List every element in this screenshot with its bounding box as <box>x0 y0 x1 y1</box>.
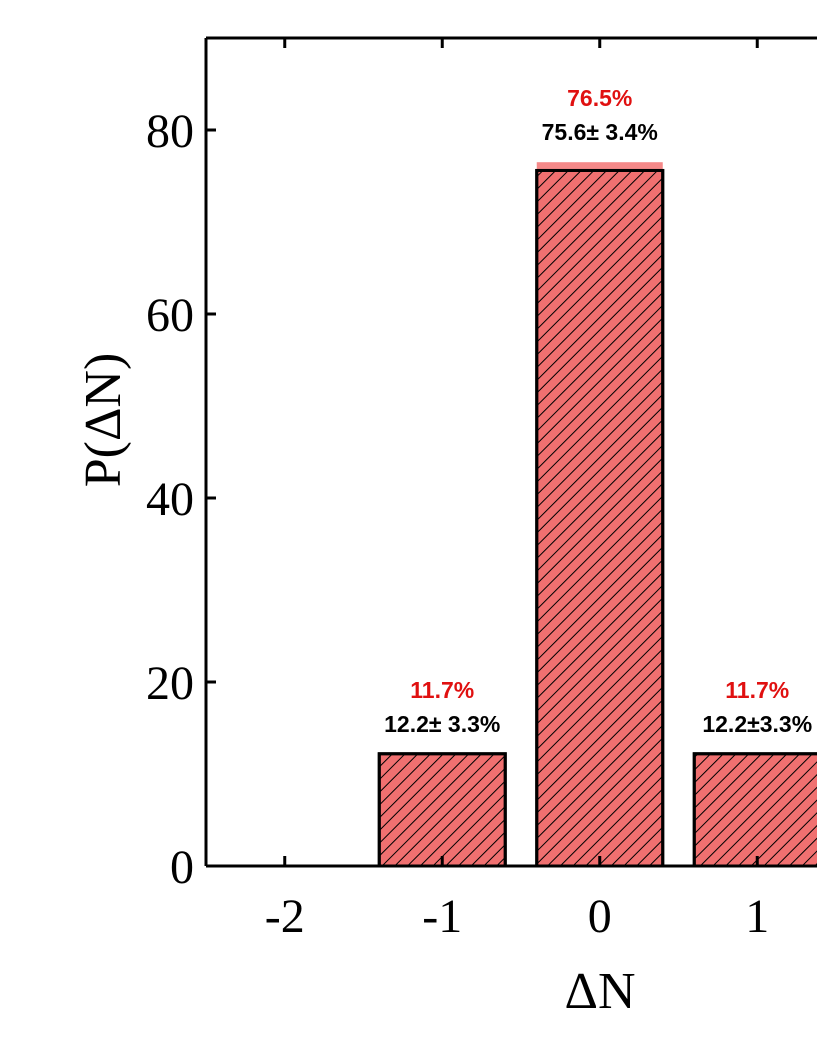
x-tick-label: 1 <box>745 890 769 943</box>
value-label: 75.6± 3.4% <box>542 119 658 145</box>
value-label: 12.2±3.3% <box>702 711 812 737</box>
y-tick-label: 80 <box>146 105 194 158</box>
x-tick-label: -2 <box>265 890 305 943</box>
x-tick-label: 0 <box>588 890 612 943</box>
y-tick-label: 60 <box>146 289 194 342</box>
bar-hatch <box>692 752 817 868</box>
y-tick-label: 20 <box>146 657 194 710</box>
bar-hatch <box>377 752 507 868</box>
value-label: 76.5% <box>567 85 632 111</box>
y-axis-title: P(ΔN) <box>75 353 132 488</box>
value-label: 12.2± 3.3% <box>384 711 500 737</box>
y-tick-label: 0 <box>170 841 194 894</box>
value-label: 11.7% <box>410 677 474 703</box>
y-tick-label: 40 <box>146 473 194 526</box>
bars <box>377 162 817 868</box>
axes: 0 20 40 60 80 -2 -1 0 1 <box>146 36 817 943</box>
x-tick-label: -1 <box>422 890 462 943</box>
value-label: 11.7% <box>725 677 789 703</box>
bar-hatch <box>535 168 665 868</box>
x-axis-title: ΔN <box>565 963 636 1020</box>
